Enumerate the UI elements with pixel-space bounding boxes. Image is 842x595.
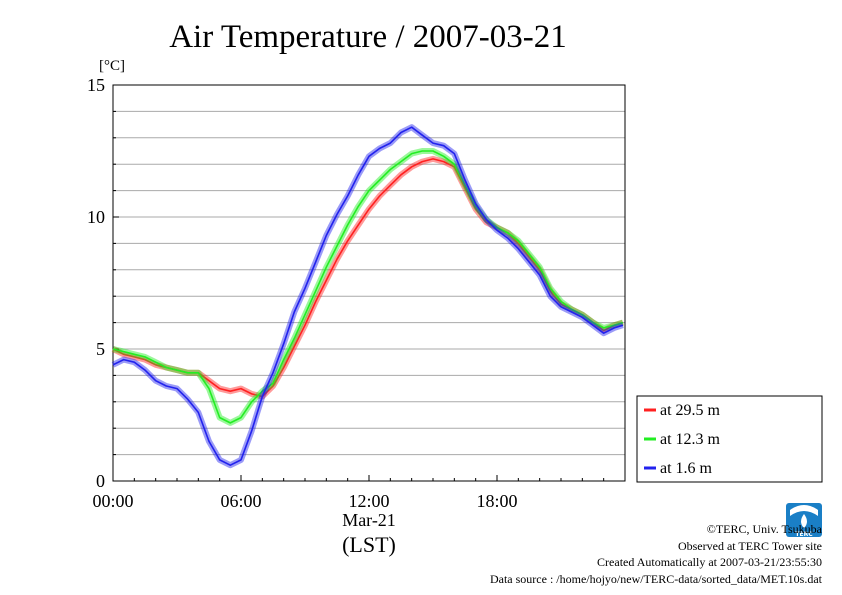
y-tick-label: 10 <box>87 207 105 227</box>
y-tick-label: 15 <box>87 75 105 95</box>
legend-box <box>636 395 823 483</box>
y-axis-unit-label: [°C] <box>99 58 125 74</box>
series-line <box>112 126 624 467</box>
x-tick-label: 18:00 <box>476 491 517 511</box>
legend: at 29.5 m at 12.3 m at 1.6 m <box>636 395 823 483</box>
chart-title: Air Temperature / 2007-03-21 <box>169 19 567 55</box>
grid-lines <box>113 110 625 456</box>
logo-text: TERC <box>795 531 813 538</box>
x-axis-title: (LST) <box>342 532 396 557</box>
data-source-text: Data source : /home/hojyo/new/TERC-data/… <box>490 572 823 586</box>
legend-label: at 1.6 m <box>660 460 713 477</box>
copyright-text: ©TERC, Univ. Tsukuba <box>707 522 823 536</box>
legend-label: at 12.3 m <box>660 431 721 448</box>
x-tick-label: 06:00 <box>220 491 261 511</box>
legend-label: at 29.5 m <box>660 402 721 419</box>
x-tick-label: 00:00 <box>92 491 133 511</box>
y-axis: 0 5 10 15 <box>87 75 119 491</box>
observed-site-text: Observed at TERC Tower site <box>678 539 822 553</box>
series-line <box>112 150 624 424</box>
series-lines <box>111 124 624 469</box>
x-tick-label: 12:00 <box>348 491 389 511</box>
created-timestamp-text: Created Automatically at 2007-03-21/23:5… <box>597 555 822 569</box>
x-axis: 00:00 06:00 12:00 18:00 <box>92 475 626 511</box>
terc-logo: TERC <box>786 503 822 538</box>
y-tick-label: 5 <box>96 339 105 359</box>
x-axis-date-label: Mar-21 <box>342 510 396 530</box>
y-tick-label: 0 <box>96 471 105 491</box>
